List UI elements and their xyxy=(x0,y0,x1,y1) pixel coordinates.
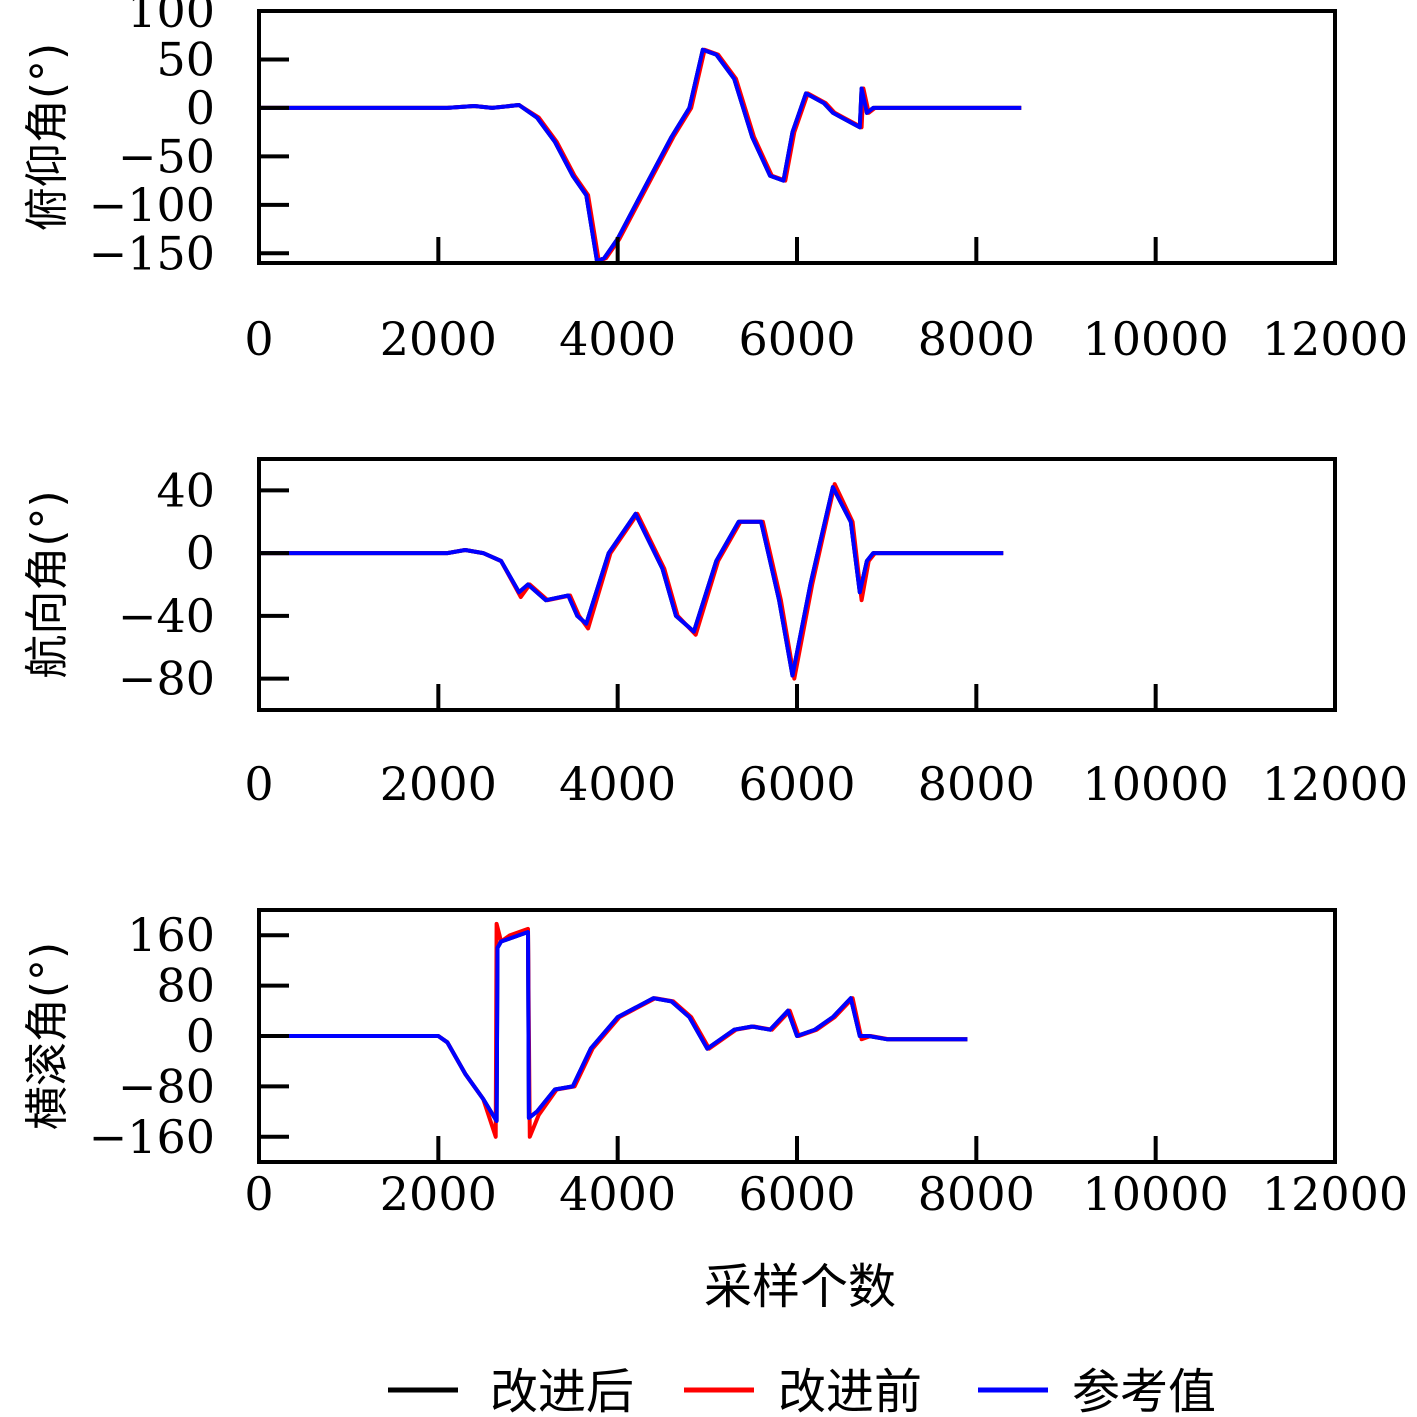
series-line-pitch-0 xyxy=(259,47,1022,263)
series-line-heading-0 xyxy=(259,485,1004,678)
y-axis-label-roll: 横滚角(°) xyxy=(22,942,73,1130)
y-tick-label-pitch-0: 100 xyxy=(127,0,215,38)
x-tick-label-pitch-4: 8000 xyxy=(918,312,1035,366)
x-tick-label-heading-6: 12000 xyxy=(1262,757,1408,811)
x-tick-label-pitch-3: 6000 xyxy=(738,312,855,366)
plot-frame-pitch xyxy=(257,9,1337,265)
series-group-roll xyxy=(259,921,968,1139)
series-line-heading-1 xyxy=(259,482,1004,681)
x-tick-label-heading-2: 4000 xyxy=(559,757,676,811)
y-tick-label-pitch-4: −100 xyxy=(89,178,215,232)
chart-heading: 40 0 −40 −80 0 2000 4000 6000 8000 10000 12000 航向角(… xyxy=(22,457,1408,811)
y-tick-label-pitch-5: −150 xyxy=(89,226,215,280)
x-tick-label-pitch-6: 12000 xyxy=(1262,312,1408,366)
x-tick-label-heading-0: 0 xyxy=(244,757,273,811)
x-tick-label-roll-0: 0 xyxy=(244,1167,273,1221)
series-group-heading xyxy=(259,482,1004,681)
y-tick-label-roll-0: 160 xyxy=(127,908,215,962)
x-tick-label-heading-1: 2000 xyxy=(380,757,497,811)
y-tick-label-pitch-3: −50 xyxy=(118,129,215,183)
y-tick-label-roll-2: 0 xyxy=(186,1009,215,1063)
y-axis-label-heading: 航向角(°) xyxy=(22,490,73,678)
x-tick-label-pitch-0: 0 xyxy=(244,312,273,366)
x-tick-label-heading-5: 10000 xyxy=(1082,757,1228,811)
y-tick-label-roll-4: −160 xyxy=(89,1110,215,1164)
legend-label-before: 改进前 xyxy=(778,1364,922,1417)
series-line-pitch-2 xyxy=(259,47,1022,263)
x-tick-label-pitch-1: 2000 xyxy=(380,312,497,366)
x-tick-label-roll-2: 4000 xyxy=(559,1167,676,1221)
x-tick-label-heading-3: 6000 xyxy=(738,757,855,811)
series-line-roll-1 xyxy=(259,921,968,1139)
x-axis-label: 采样个数 xyxy=(704,1259,896,1315)
y-tick-label-pitch-1: 50 xyxy=(156,32,215,86)
y-tick-label-heading-2: −40 xyxy=(118,589,215,643)
x-tick-label-roll-6: 12000 xyxy=(1262,1167,1408,1221)
y-tick-label-heading-0: 40 xyxy=(156,463,215,517)
y-tick-label-heading-1: 0 xyxy=(186,526,215,580)
x-tick-label-roll-3: 6000 xyxy=(738,1167,855,1221)
x-tick-label-heading-4: 8000 xyxy=(918,757,1035,811)
x-tick-label-roll-5: 10000 xyxy=(1082,1167,1228,1221)
y-tick-label-pitch-2: 0 xyxy=(186,81,215,135)
series-group-pitch xyxy=(259,47,1022,263)
y-tick-label-roll-3: −80 xyxy=(118,1059,215,1113)
series-line-roll-2 xyxy=(259,930,968,1123)
x-tick-label-roll-1: 2000 xyxy=(380,1167,497,1221)
y-tick-label-roll-1: 80 xyxy=(156,959,215,1013)
legend-label-improved: 改进后 xyxy=(490,1364,634,1417)
y-axis-label-pitch: 俯仰角(°) xyxy=(22,43,73,231)
series-line-pitch-1 xyxy=(259,47,1022,263)
series-line-heading-2 xyxy=(259,485,1004,678)
legend-label-reference: 参考值 xyxy=(1072,1364,1216,1417)
x-tick-label-pitch-5: 10000 xyxy=(1082,312,1228,366)
legend: 改进后 改进前 参考值 xyxy=(388,1364,1216,1417)
x-tick-label-roll-4: 8000 xyxy=(918,1167,1035,1221)
x-tick-label-pitch-2: 4000 xyxy=(559,312,676,366)
y-tick-label-heading-3: −80 xyxy=(118,652,215,706)
